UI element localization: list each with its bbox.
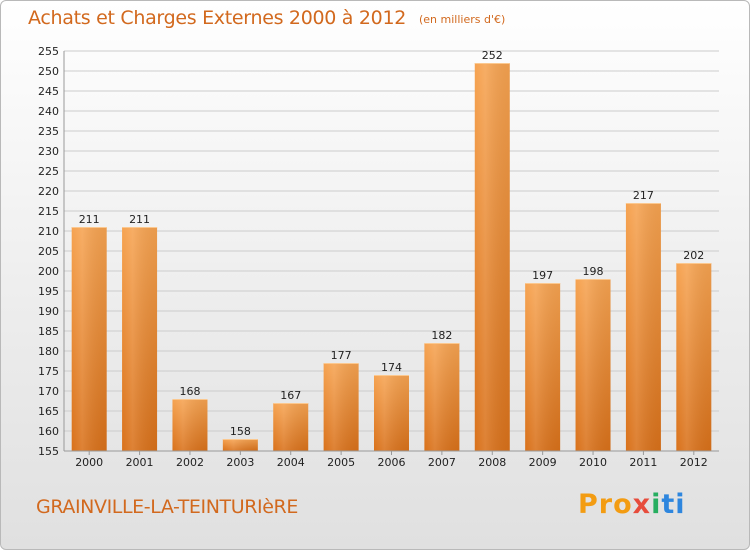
- y-tick-label: 225: [38, 165, 59, 178]
- data-label: 182: [431, 329, 452, 342]
- data-label: 177: [331, 349, 352, 362]
- y-tick-label: 155: [38, 445, 59, 458]
- y-tick-label: 190: [38, 305, 59, 318]
- data-label: 217: [633, 189, 654, 202]
- y-tick-label: 165: [38, 405, 59, 418]
- data-label: 158: [230, 425, 251, 438]
- x-tick-label: 2006: [378, 456, 406, 469]
- commune-name: GRAINVILLE-LA-TEINTURIèRE: [36, 496, 298, 518]
- x-tick-label: 2011: [629, 456, 657, 469]
- data-label: 174: [381, 361, 402, 374]
- data-label: 167: [280, 389, 301, 402]
- logo-part: Pro: [578, 489, 633, 520]
- y-tick-label: 215: [38, 205, 59, 218]
- y-tick-label: 240: [38, 105, 59, 118]
- x-tick-label: 2003: [226, 456, 254, 469]
- bar-shine: [222, 439, 258, 451]
- x-tick-label: 2004: [277, 456, 305, 469]
- data-label: 168: [179, 385, 200, 398]
- bar-shine: [122, 227, 158, 451]
- x-tick-label: 2001: [126, 456, 154, 469]
- bar-shine: [424, 343, 460, 451]
- logo-part: ti: [661, 489, 686, 520]
- y-tick-label: 195: [38, 285, 59, 298]
- x-tick-label: 2008: [478, 456, 506, 469]
- chart-subtitle: (en milliers d'€): [419, 13, 506, 26]
- y-tick-label: 220: [38, 185, 59, 198]
- y-tick-label: 255: [38, 45, 59, 58]
- x-tick-label: 2005: [327, 456, 355, 469]
- x-tick-label: 2000: [75, 456, 103, 469]
- bar-shine: [374, 375, 409, 451]
- y-tick-label: 180: [38, 345, 59, 358]
- logo-part: x: [632, 489, 652, 520]
- data-label: 252: [482, 49, 503, 62]
- data-label: 211: [79, 213, 100, 226]
- proxiti-logo: Proxiti: [578, 489, 686, 520]
- bar-shine: [172, 399, 208, 451]
- bar-shine: [625, 203, 661, 451]
- y-tick-label: 170: [38, 385, 59, 398]
- y-tick-label: 200: [38, 265, 59, 278]
- bar-shine: [575, 279, 611, 451]
- x-tick-label: 2007: [428, 456, 456, 469]
- y-tick-label: 185: [38, 325, 59, 338]
- x-tick-label: 2002: [176, 456, 204, 469]
- bar-shine: [71, 227, 107, 451]
- y-tick-label: 160: [38, 425, 59, 438]
- x-tick-label: 2010: [579, 456, 607, 469]
- logo-part: i: [651, 489, 662, 520]
- y-tick-label: 250: [38, 65, 59, 78]
- bar-shine: [525, 283, 561, 451]
- data-label: 198: [583, 265, 604, 278]
- y-tick-label: 175: [38, 365, 59, 378]
- data-label: 211: [129, 213, 150, 226]
- bar-shine: [273, 403, 309, 451]
- data-label: 197: [532, 269, 553, 282]
- bar-shine: [323, 363, 359, 451]
- x-tick-label: 2012: [680, 456, 708, 469]
- bar-shine: [676, 263, 712, 451]
- y-tick-label: 205: [38, 245, 59, 258]
- chart-title: Achats et Charges Externes 2000 à 2012: [28, 7, 407, 29]
- x-tick-label: 2009: [529, 456, 557, 469]
- data-label: 202: [683, 249, 704, 262]
- bar-shine: [474, 63, 510, 451]
- y-tick-label: 230: [38, 145, 59, 158]
- y-tick-label: 235: [38, 125, 59, 138]
- y-tick-label: 245: [38, 85, 59, 98]
- y-tick-label: 210: [38, 225, 59, 238]
